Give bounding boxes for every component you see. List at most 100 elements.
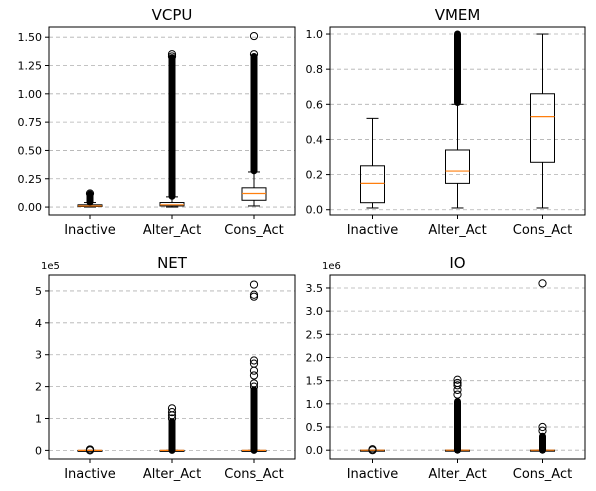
box-body <box>445 149 470 184</box>
box-alter_act <box>159 404 185 454</box>
outlier-point <box>249 382 259 391</box>
outlier-point <box>167 408 177 417</box>
y-tick-label: 2 <box>35 381 42 394</box>
y-tick-label: 3 <box>35 349 42 362</box>
category-label: Alter_Act <box>428 467 486 482</box>
outlier-point <box>249 280 259 289</box>
y-tick-label: 1.50 <box>18 31 43 44</box>
y-tick-label: 3.5 <box>306 282 324 295</box>
outlier-point <box>453 375 462 384</box>
y-tick-label: 2.0 <box>306 351 324 364</box>
outlier-point <box>167 414 177 423</box>
category-label: Inactive <box>64 223 116 238</box>
outlier-point <box>167 52 177 61</box>
y-tick-label: 0.2 <box>306 169 324 182</box>
axis-offset-label: 1e5 <box>41 261 60 272</box>
y-tick-label: 0.0 <box>306 444 324 457</box>
category-label: Alter_Act <box>143 467 201 482</box>
outlier-cluster <box>454 30 461 107</box>
chart-title: VMEM <box>435 6 481 24</box>
outlier-point <box>85 445 95 454</box>
outlier-point <box>249 31 259 41</box>
box-body <box>360 165 385 204</box>
y-tick-label: 0.6 <box>306 98 324 111</box>
y-tick-label: 3.0 <box>306 305 324 318</box>
box-inactive <box>360 445 385 455</box>
outlier-point <box>249 356 259 365</box>
axes-frame <box>329 274 586 460</box>
y-tick-label: 0.8 <box>306 63 324 76</box>
category-label: Inactive <box>347 467 399 482</box>
panel-vmem: 0.0 0.2 0.4 0.6 0.8 1.0 Inactive Alter_Act Cons_… <box>306 6 586 238</box>
outlier-point <box>167 404 177 413</box>
y-tick-label: 0.25 <box>18 173 43 186</box>
box-cons_act <box>530 33 555 209</box>
y-tick-label: 1.0 <box>306 28 324 41</box>
category-label: Inactive <box>64 467 116 482</box>
y-tick-label: 0.4 <box>306 133 324 146</box>
outlier-cluster <box>454 398 461 454</box>
axis-offset-label: 1e6 <box>322 261 341 272</box>
box-alter_act <box>445 30 470 209</box>
chart-title: VCPU <box>152 6 193 24</box>
category-label: Alter_Act <box>428 223 486 238</box>
y-tick-label: 0.0 <box>306 204 324 217</box>
box-body <box>530 93 555 163</box>
panel-io: 0.0 0.5 1.0 1.5 2.0 2.5 3.0 3.5 Inactive Alter_Ac… <box>306 254 586 482</box>
box-cons_act <box>530 279 555 454</box>
outlier-point <box>368 445 377 454</box>
y-tick-label: 0.00 <box>18 201 43 214</box>
box-cons_act <box>241 31 267 207</box>
y-tick-label: 1.0 <box>306 398 324 411</box>
category-label: Inactive <box>347 223 399 238</box>
outlier-cluster <box>539 432 546 454</box>
y-tick-label: 0 <box>35 444 42 457</box>
outlier-cluster <box>250 52 258 175</box>
chart-title: IO <box>449 254 465 272</box>
y-tick-label: 0.5 <box>306 421 324 434</box>
outlier-point <box>249 359 259 368</box>
category-label: Cons_Act <box>513 223 572 238</box>
box-inactive <box>77 445 103 455</box>
outlier-cluster <box>86 190 94 206</box>
outlier-point <box>453 381 462 390</box>
y-tick-label: 0.50 <box>18 144 43 157</box>
outlier-point <box>167 50 177 59</box>
outlier-point <box>249 379 259 388</box>
outlier-point <box>538 422 547 432</box>
outlier-point <box>453 378 462 388</box>
chart-title: NET <box>157 254 188 272</box>
category-label: Cons_Act <box>224 467 283 482</box>
box-inactive <box>77 189 103 208</box>
box-cons_act <box>241 280 267 454</box>
outlier-point <box>249 290 259 299</box>
outlier-point <box>249 50 259 59</box>
category-label: Cons_Act <box>224 223 283 238</box>
y-tick-label: 1.5 <box>306 375 324 388</box>
box-inactive <box>360 117 385 209</box>
category-label: Cons_Act <box>513 467 572 482</box>
outlier-point <box>249 371 259 380</box>
outlier-point <box>538 279 547 288</box>
axes-frame <box>48 274 296 460</box>
y-tick-label: 1.25 <box>18 60 43 73</box>
category-label: Alter_Act <box>143 223 201 238</box>
y-tick-label: 2.5 <box>306 328 324 341</box>
outlier-cluster <box>168 418 176 454</box>
y-tick-label: 1.00 <box>18 88 43 101</box>
y-tick-label: 1 <box>35 413 42 426</box>
y-tick-label: 4 <box>35 317 42 330</box>
axes-frame <box>329 26 586 216</box>
y-tick-label: 0.75 <box>18 116 43 129</box>
outlier-point <box>249 366 259 375</box>
y-tick-label: 5 <box>35 285 42 298</box>
axes-frame <box>48 26 296 216</box>
outlier-point <box>453 390 462 399</box>
outlier-cluster <box>250 386 258 454</box>
panel-vcpu: 0.00 0.25 0.50 0.75 1.00 1.25 1.50 Inactive Alte… <box>18 6 296 238</box>
outlier-cluster <box>168 54 176 200</box>
outlier-point <box>538 426 547 435</box>
box-alter_act <box>159 50 185 208</box>
outlier-point <box>85 189 95 198</box>
